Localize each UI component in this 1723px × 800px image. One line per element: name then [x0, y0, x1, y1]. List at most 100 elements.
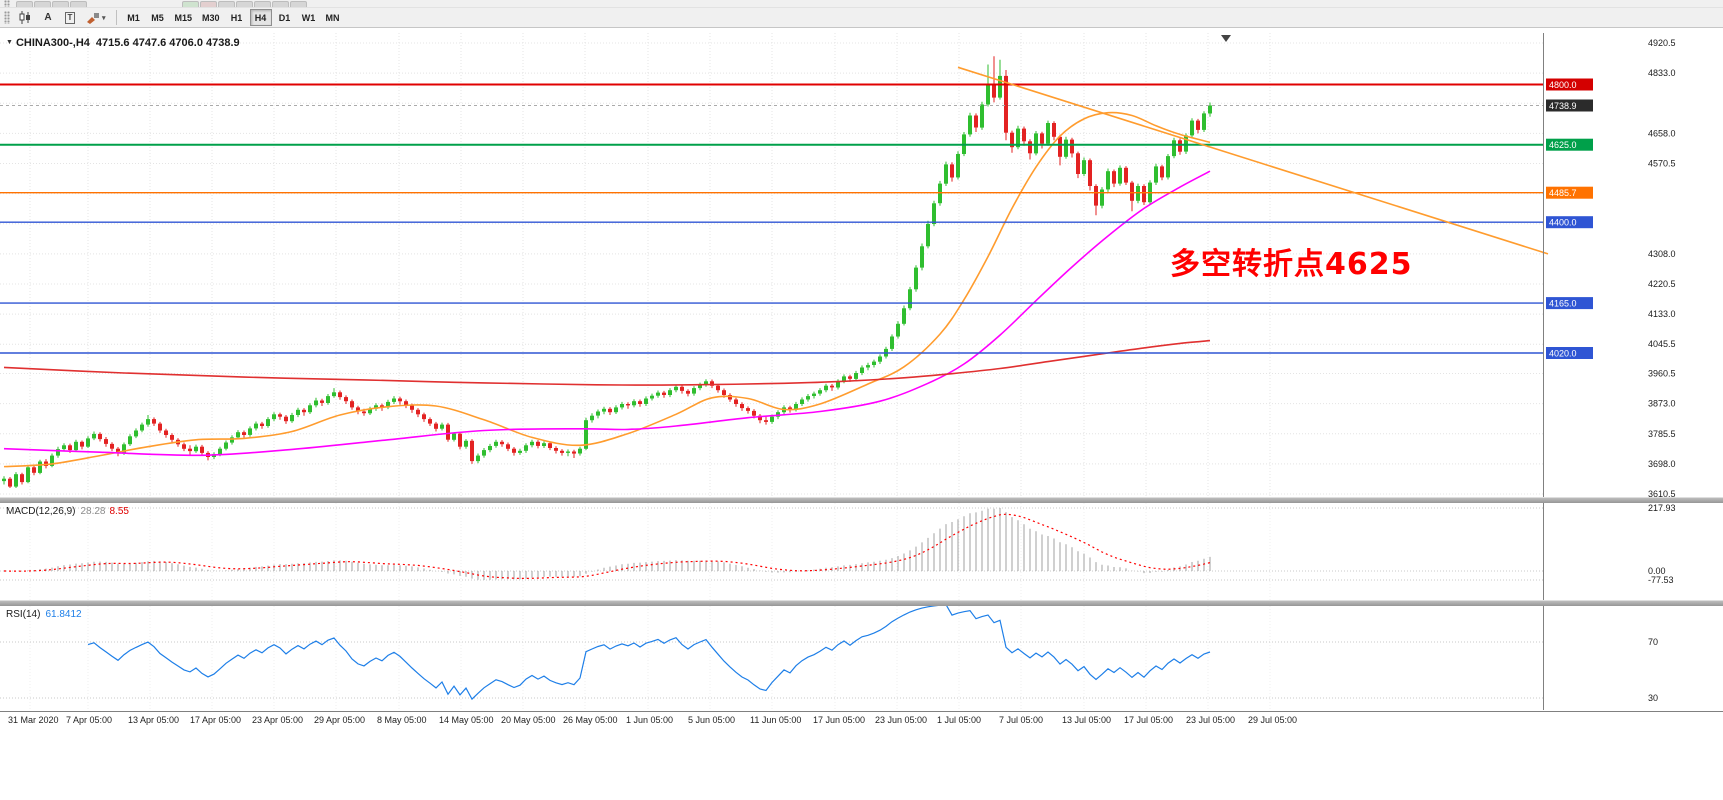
x-axis-label: 13 Jul 05:00: [1062, 715, 1112, 725]
cropped-toolbar-button[interactable]: [52, 1, 69, 7]
rsi-label: RSI(14) 61.8412: [6, 609, 82, 620]
price-tags: 4800.0 4738.9 4625.0 4485.7 4400.0 4165.0 4020…: [1546, 78, 1593, 359]
x-axis-label: 23 Jun 05:00: [875, 715, 928, 725]
timeframe-button-d1[interactable]: D1: [274, 9, 296, 26]
svg-text:3698.0: 3698.0: [1648, 459, 1676, 469]
timeframe-button-h4[interactable]: H4: [249, 9, 272, 26]
symbol-timeframe-label: CHINA300-,H4: [15, 37, 90, 49]
ma-fast-orange: [3, 111, 1211, 468]
x-axis-label: 1 Jun 05:00: [626, 715, 674, 725]
ma-mid-magenta: [3, 170, 1211, 457]
x-axis-label: 17 Apr 05:00: [190, 715, 242, 725]
cropped-toolbar-button[interactable]: [254, 1, 271, 7]
svg-text:4658.0: 4658.0: [1648, 128, 1676, 138]
macd-panel[interactable]: 217.93 0.00-77.53: [0, 503, 1723, 600]
cropped-toolbar-button[interactable]: [182, 1, 199, 7]
pivot-annotation-text[interactable]: 多空转折点4625: [1170, 247, 1413, 282]
cropped-toolbar-button[interactable]: [16, 1, 33, 7]
cropped-toolbar-button[interactable]: [218, 1, 235, 7]
symbol-list-arrow-icon[interactable]: ▼: [6, 39, 13, 46]
top-toolbar-grip[interactable]: [4, 0, 10, 7]
x-axis-label: 8 May 05:00: [377, 715, 427, 725]
macd-name: MACD(12,26,9): [6, 506, 76, 517]
cropped-top-toolbar: [0, 0, 1723, 8]
svg-text:4220.5: 4220.5: [1648, 279, 1676, 289]
x-axis-label: 23 Apr 05:00: [252, 715, 304, 725]
toolbar-separator: [115, 10, 117, 25]
svg-text:4625.0: 4625.0: [1549, 140, 1577, 150]
cropped-toolbar-button[interactable]: [272, 1, 289, 7]
rsi-name: RSI(14): [6, 609, 41, 620]
rsi-panel[interactable]: 70 30: [0, 606, 1723, 710]
svg-text:4485.7: 4485.7: [1549, 188, 1577, 198]
timeframe-group: M1 M5 M15 M30 H1 H4 D1 W1 MN: [122, 9, 345, 26]
macd-value-main: 28.28: [80, 506, 106, 517]
timeframe-button-m1[interactable]: M1: [123, 9, 145, 26]
timeframe-button-m30[interactable]: M30: [198, 9, 224, 26]
color-brush-button[interactable]: ▾: [82, 9, 110, 26]
x-axis-label: 1 Jul 05:00: [937, 715, 982, 725]
grid: [0, 33, 1543, 497]
chart-shift-marker-icon: [1221, 35, 1231, 42]
macd-value-signal: 8.55: [109, 506, 129, 517]
candlestick-chart-button[interactable]: [15, 9, 36, 26]
svg-text:4738.9: 4738.9: [1549, 101, 1577, 111]
macd-histogram: [9, 508, 1211, 580]
candlestick-icon: [19, 11, 30, 24]
main-price-panel[interactable]: 4920.5 4833.0 4658.0 4570.5 4308.0 4220.5 4133…: [0, 33, 1723, 497]
macd-signal-line: [3, 513, 1211, 580]
svg-text:3873.0: 3873.0: [1648, 399, 1676, 409]
x-axis-label: 29 Apr 05:00: [314, 715, 366, 725]
svg-text:4400.0: 4400.0: [1549, 218, 1577, 228]
svg-text:4165.0: 4165.0: [1549, 299, 1577, 309]
horizontal-line-objects[interactable]: [0, 83, 1543, 354]
drawing-timeframe-toolbar: A T ▾ M1 M5 M15 M30 H1 H4 D1 W1 MN: [0, 8, 1723, 28]
timeframe-button-m15[interactable]: M15: [171, 9, 197, 26]
ma-slow-red: [3, 339, 1211, 386]
cropped-toolbar-button[interactable]: [200, 1, 217, 7]
x-axis-label: 31 Mar 2020: [8, 715, 59, 725]
x-axis-label: 7 Apr 05:00: [66, 715, 113, 725]
price-axis-labels: 4920.5 4833.0 4658.0 4570.5 4308.0 4220.5 4133…: [1648, 38, 1676, 497]
macd-axis-label: -77.53: [1648, 575, 1674, 585]
svg-text:4133.0: 4133.0: [1648, 309, 1676, 319]
text-tool-glyph: A: [44, 12, 52, 23]
svg-text:3960.5: 3960.5: [1648, 369, 1676, 379]
cropped-toolbar-button[interactable]: [34, 1, 51, 7]
x-axis-label: 20 May 05:00: [501, 715, 556, 725]
time-axis[interactable]: 31 Mar 2020 7 Apr 05:00 13 Apr 05:00 17 Apr…: [0, 711, 1723, 728]
text-annotation-button[interactable]: A: [38, 9, 58, 26]
svg-text:4020.0: 4020.0: [1549, 349, 1577, 359]
timeframe-button-mn[interactable]: MN: [322, 9, 344, 26]
x-axis-label: 29 Jul 05:00: [1248, 715, 1298, 725]
x-axis-label: 17 Jul 05:00: [1124, 715, 1174, 725]
x-axis-label: 14 May 05:00: [439, 715, 494, 725]
svg-text:3785.5: 3785.5: [1648, 429, 1676, 439]
svg-text:4920.5: 4920.5: [1648, 38, 1676, 48]
x-axis-label: 7 Jul 05:00: [999, 715, 1044, 725]
chart-header: ▼ CHINA300-,H4 4715.6 4747.6 4706.0 4738.9: [6, 37, 240, 49]
x-axis-label: 26 May 05:00: [563, 715, 618, 725]
svg-text:4800.0: 4800.0: [1549, 80, 1577, 90]
brush-icon: [87, 12, 99, 24]
cropped-toolbar-button[interactable]: [236, 1, 253, 7]
rsi-axis-label: 30: [1648, 693, 1658, 703]
x-axis-label: 11 Jun 05:00: [750, 715, 802, 725]
ohlc-values: 4715.6 4747.6 4706.0 4738.9: [95, 37, 240, 49]
svg-text:4045.5: 4045.5: [1648, 339, 1676, 349]
x-axis-label: 13 Apr 05:00: [128, 715, 180, 725]
svg-text:4570.5: 4570.5: [1648, 159, 1676, 169]
cropped-toolbar-button[interactable]: [70, 1, 87, 7]
x-axis-label: 23 Jul 05:00: [1186, 715, 1236, 725]
timeframe-button-w1[interactable]: W1: [298, 9, 320, 26]
cropped-toolbar-button[interactable]: [290, 1, 307, 7]
text-label-button[interactable]: T: [60, 9, 80, 26]
timeframe-button-m5[interactable]: M5: [147, 9, 169, 26]
rsi-line: [87, 606, 1211, 701]
descending-trendline[interactable]: [957, 66, 1549, 255]
svg-text:4833.0: 4833.0: [1648, 68, 1676, 78]
x-axis-label: 5 Jun 05:00: [688, 715, 736, 725]
toolbar-grip-handle[interactable]: [4, 11, 10, 24]
timeframe-button-h1[interactable]: H1: [226, 9, 248, 26]
